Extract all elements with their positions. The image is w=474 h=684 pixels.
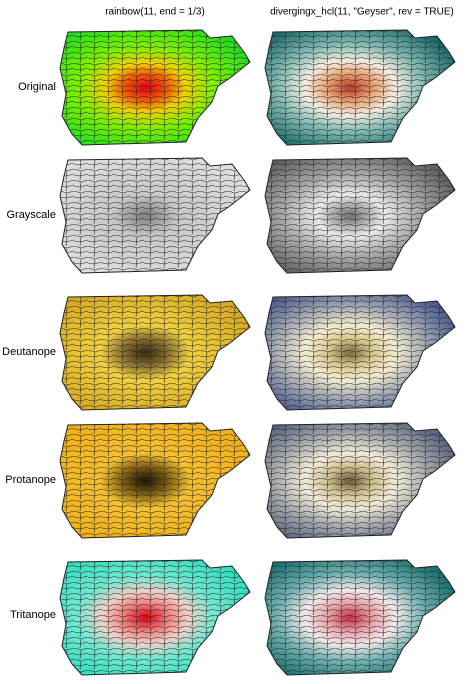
row-label: Protanope [5, 474, 56, 486]
map [264, 294, 456, 411]
row-label: Original [18, 81, 56, 93]
map [59, 559, 251, 676]
column-title: rainbow(11, end = 1/3) [105, 7, 205, 18]
map [264, 29, 456, 146]
map [59, 294, 251, 411]
map [59, 29, 251, 146]
map [264, 422, 456, 539]
column-title: divergingx_hcl(11, "Geyser", rev = TRUE) [270, 7, 454, 18]
row-label: Grayscale [6, 209, 56, 221]
map [59, 157, 251, 274]
row-label: Deutanope [2, 346, 56, 358]
map [264, 559, 456, 676]
map [59, 422, 251, 539]
map [264, 157, 456, 274]
row-label: Tritanope [10, 609, 56, 621]
